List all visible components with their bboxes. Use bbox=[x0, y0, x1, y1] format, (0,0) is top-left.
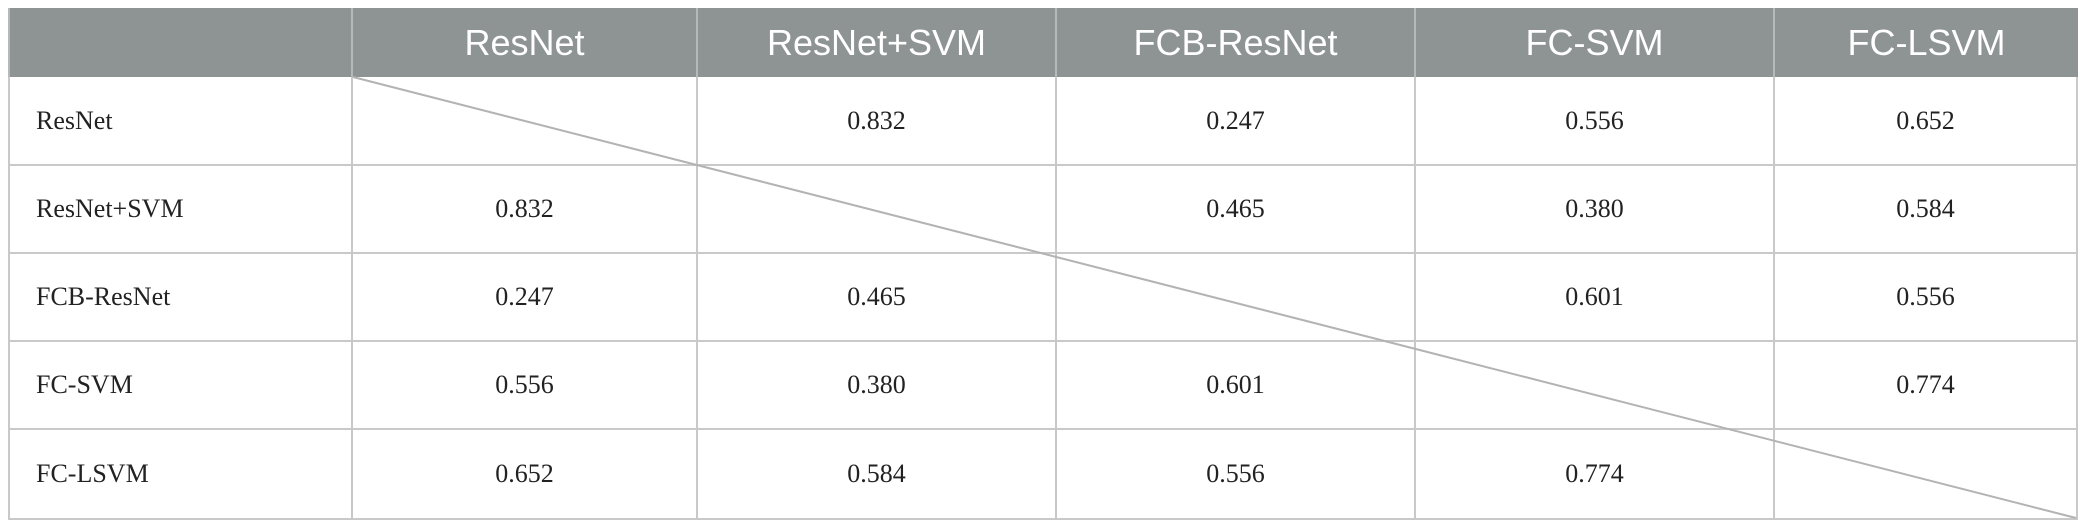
table-cell: 0.832 bbox=[353, 166, 698, 254]
column-header: FC-LSVM bbox=[1775, 8, 2078, 77]
column-header: ResNet bbox=[353, 8, 698, 77]
row-label: ResNet+SVM bbox=[8, 166, 353, 254]
table-cell: 0.556 bbox=[1057, 430, 1416, 520]
table-cell bbox=[353, 77, 698, 166]
table-cell: 0.247 bbox=[1057, 77, 1416, 166]
table-cell: 0.652 bbox=[353, 430, 698, 520]
column-header: ResNet+SVM bbox=[698, 8, 1057, 77]
table-cell: 0.774 bbox=[1775, 342, 2078, 430]
table-cell: 0.465 bbox=[698, 254, 1057, 342]
table-cell: 0.652 bbox=[1775, 77, 2078, 166]
column-header: FCB-ResNet bbox=[1057, 8, 1416, 77]
row-label: FC-LSVM bbox=[8, 430, 353, 520]
row-label: ResNet bbox=[8, 77, 353, 166]
table-cell: 0.584 bbox=[698, 430, 1057, 520]
table-cell: 0.601 bbox=[1416, 254, 1775, 342]
table-cell: 0.556 bbox=[1775, 254, 2078, 342]
table-cell: 0.380 bbox=[698, 342, 1057, 430]
table-cell: 0.832 bbox=[698, 77, 1057, 166]
table-cell: 0.601 bbox=[1057, 342, 1416, 430]
comparison-table: ResNet ResNet+SVM FCB-ResNet FC-SVM FC-L… bbox=[8, 8, 2078, 520]
table-cell: 0.556 bbox=[1416, 77, 1775, 166]
table-cell: 0.774 bbox=[1416, 430, 1775, 520]
column-header: FC-SVM bbox=[1416, 8, 1775, 77]
row-label: FC-SVM bbox=[8, 342, 353, 430]
table-cell: 0.584 bbox=[1775, 166, 2078, 254]
table-cell bbox=[1775, 430, 2078, 520]
table-cell: 0.556 bbox=[353, 342, 698, 430]
table-cell bbox=[698, 166, 1057, 254]
table-cell bbox=[1057, 254, 1416, 342]
row-label: FCB-ResNet bbox=[8, 254, 353, 342]
table-cell bbox=[1416, 342, 1775, 430]
table-cell: 0.380 bbox=[1416, 166, 1775, 254]
table-grid: ResNet ResNet+SVM FCB-ResNet FC-SVM FC-L… bbox=[8, 8, 2078, 520]
header-corner-cell bbox=[8, 8, 353, 77]
table-cell: 0.247 bbox=[353, 254, 698, 342]
table-cell: 0.465 bbox=[1057, 166, 1416, 254]
